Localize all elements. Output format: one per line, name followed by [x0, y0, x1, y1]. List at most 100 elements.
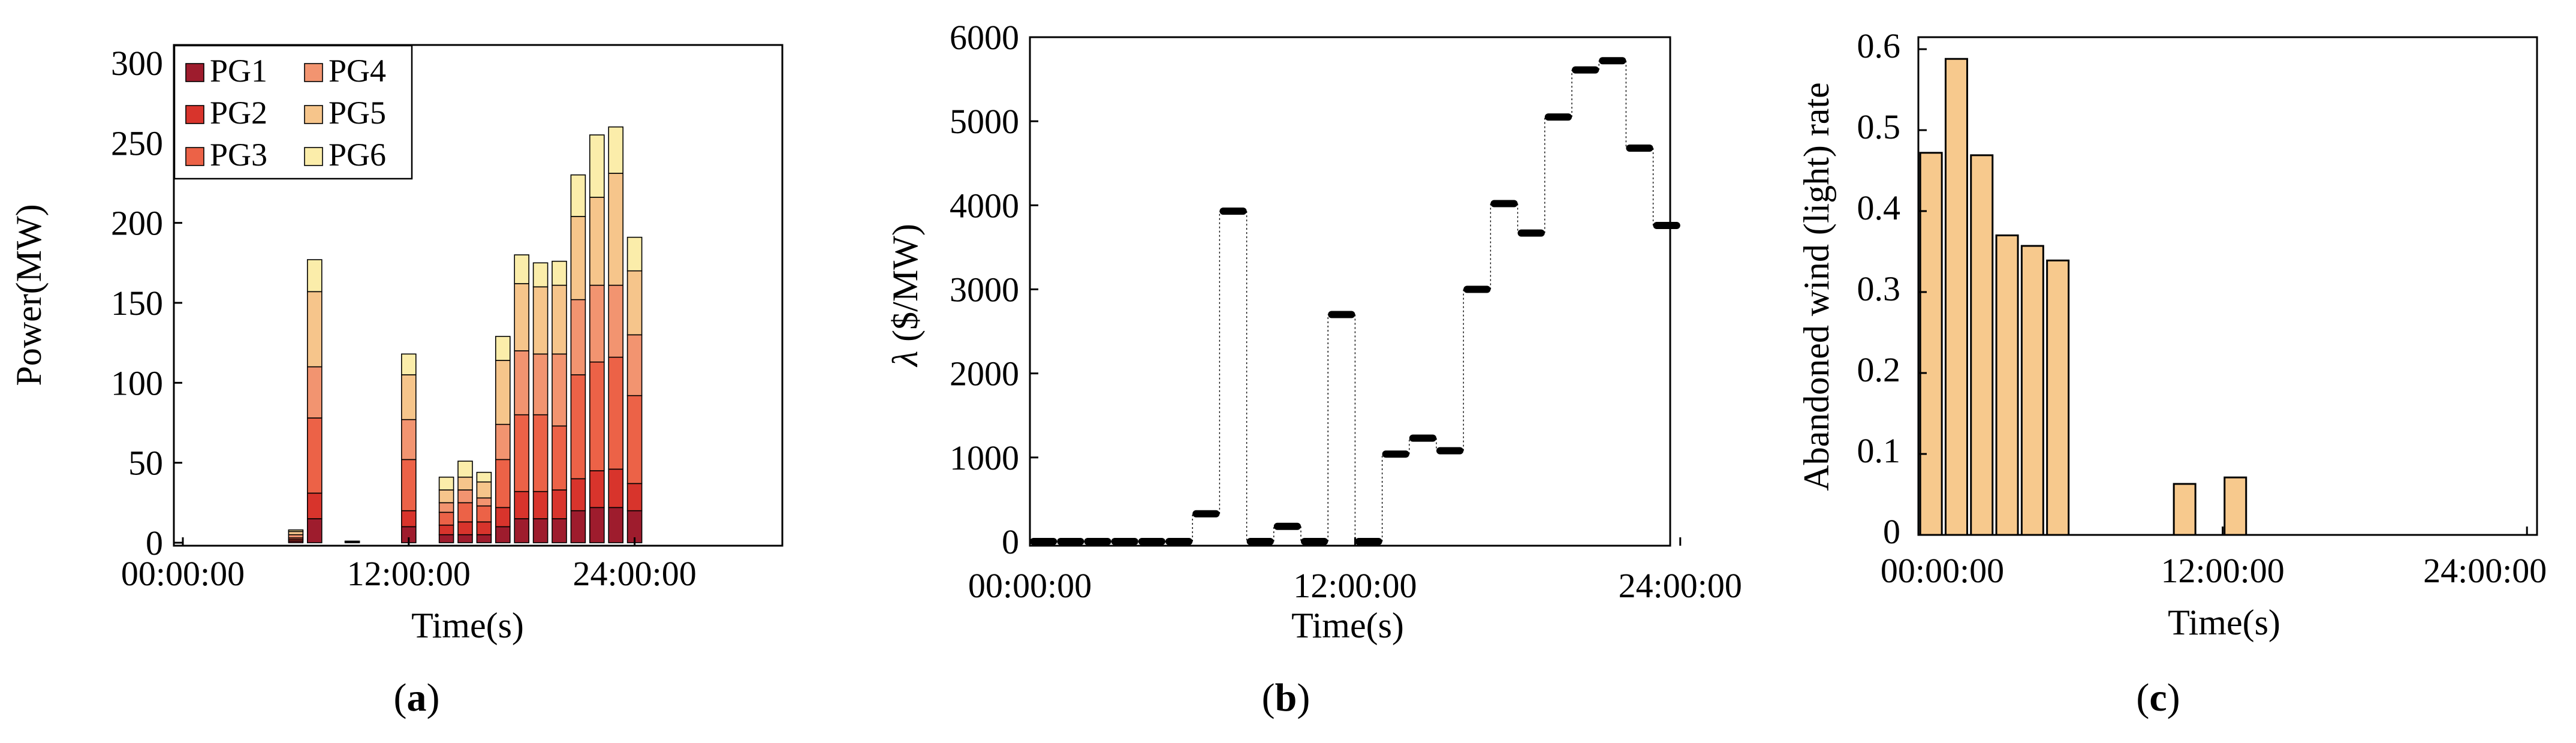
- bar-segment-pg6-hour-7: [306, 259, 323, 293]
- bar-segment-pg1-hour-15: [457, 534, 473, 543]
- bar-segment-pg2-hour-21: [570, 478, 586, 512]
- bar-segment-pg2-hour-20: [552, 489, 567, 519]
- bar-segment-pg5-hour-22: [589, 197, 605, 286]
- bar-segment-pg1-hour-20: [552, 518, 567, 543]
- bar-segment-pg3-hour-23: [608, 356, 624, 470]
- bar-segment-pg4-hour-6: [288, 534, 304, 539]
- legend-label-pg5: PG5: [329, 95, 386, 131]
- bar-segment-pg6-hour-20: [552, 260, 567, 286]
- bar-segment-pg3-hour-17: [495, 459, 511, 509]
- bar-segment-pg4-hour-16: [476, 497, 492, 507]
- panel-b-plot-frame: [1029, 36, 1671, 547]
- bar-segment-pg5-hour-12: [400, 374, 417, 420]
- bar-segment-pg1-hour-23: [608, 507, 624, 543]
- bar-segment-pg4-hour-18: [514, 350, 530, 416]
- panel-b-label: (b): [1262, 676, 1310, 720]
- panel-a-y-tick-label: 100: [111, 363, 163, 402]
- bar-segment-pg5-hour-17: [495, 360, 511, 425]
- bar-segment-pg1-hour-16: [476, 534, 492, 543]
- legend-label-pg6: PG6: [329, 137, 386, 173]
- panel-c-x-tick-label: 24:00:00: [2423, 551, 2547, 590]
- panel-a-axes: 0 50 100 150 200 250 300 00:00:00 12:00:00 24:00:…: [111, 44, 697, 593]
- bar-segment-pg5-hour-19: [532, 286, 549, 355]
- bar-segment-pg6-hour-18: [514, 254, 530, 284]
- bar-segment-pg3-hour-15: [457, 502, 473, 523]
- bar-segment-pg3-hour-20: [552, 425, 567, 491]
- bar-segment-pg2-hour-14: [438, 524, 454, 536]
- panel-c-plot-frame: [1917, 36, 2538, 536]
- bar-segment-pg3-hour-12: [400, 459, 417, 512]
- abandoned-rate-bar-hour-5: [2020, 245, 2044, 536]
- panel-b-lines: [1030, 57, 1680, 545]
- bar-segment-pg6-hour-17: [495, 336, 511, 361]
- panel-b-y-tick-label: 0: [1002, 522, 1019, 561]
- legend-label-pg4: PG4: [329, 53, 386, 89]
- abandoned-rate-bar-hour-3: [1970, 154, 1994, 536]
- bar-segment-pg5-hour-7: [306, 291, 323, 368]
- bar-segment-pg3-hour-18: [514, 414, 530, 492]
- panel-b-x-tick-label: 24:00:00: [1619, 566, 1742, 605]
- bar-segment-pg2-hour-16: [476, 521, 492, 536]
- bar-segment-pg3-hour-24: [626, 395, 643, 485]
- bar-segment-pg3-hour-9: [344, 540, 360, 543]
- bar-segment-pg5-hour-16: [476, 481, 492, 499]
- bar-segment-pg1-hour-17: [495, 526, 511, 543]
- panel-b-x-tick-label: 00:00:00: [968, 566, 1092, 605]
- bar-segment-pg6-hour-21: [570, 174, 586, 217]
- panel-a-legend-box: [173, 44, 413, 180]
- panel-c-y-tick-label: 0.3: [1857, 269, 1901, 308]
- bar-segment-pg3-hour-22: [589, 361, 605, 471]
- panel-a-x-axis-title: Time(s): [411, 606, 524, 645]
- panel-b-y-tick-label: 3000: [950, 270, 1019, 309]
- bar-segment-pg4-hour-23: [608, 284, 624, 358]
- panel-b-axes: 0 1000 2000 3000 4000 5000 6000 00:00:00 12:00:0…: [950, 18, 1742, 605]
- panel-c-y-tick-label: 0.1: [1857, 431, 1901, 470]
- panel-c-axes: 0 0.1 0.2 0.3 0.4 0.5 0.6 00:00:00 12:00:00 24:00…: [1857, 26, 2547, 590]
- bar-segment-pg6-hour-23: [608, 126, 624, 174]
- bar-segment-pg1-hour-7: [306, 518, 323, 543]
- panel-b-y-tick-label: 5000: [950, 102, 1019, 141]
- abandoned-rate-bar-hour-6: [2046, 259, 2070, 536]
- bar-segment-pg2-hour-24: [626, 483, 643, 512]
- legend-swatch-pg3: [185, 147, 204, 166]
- bar-segment-pg1-hour-22: [589, 507, 605, 543]
- legend-swatch-pg4: [304, 63, 323, 82]
- bar-segment-pg6-hour-16: [476, 471, 492, 483]
- bar-segment-pg5-hour-23: [608, 173, 624, 286]
- legend-swatch-pg1: [185, 63, 204, 82]
- bar-segment-pg5-hour-20: [552, 284, 567, 355]
- bar-segment-pg6-hour-12: [400, 353, 417, 375]
- bar-segment-pg3-hour-19: [532, 414, 549, 492]
- panel-c-label: (c): [2136, 676, 2180, 720]
- bar-segment-pg1-hour-21: [570, 510, 586, 543]
- panel-c-x-axis-title: Time(s): [2168, 603, 2280, 642]
- bar-segment-pg4-hour-14: [438, 502, 454, 513]
- panel-a-stacked-power-chart: 0 50 100 150 200 250 300 00:00:00 12:00:00 24:00:…: [9, 44, 784, 720]
- bar-segment-pg6-hour-24: [626, 236, 643, 272]
- abandoned-rate-bar-hour-4: [1995, 234, 2019, 536]
- panel-a-y-tick-label: 300: [111, 44, 163, 83]
- panel-c-y-tick-label: 0.6: [1857, 26, 1901, 65]
- abandoned-rate-bar-hour-2: [1944, 58, 1968, 536]
- bar-segment-pg2-hour-7: [306, 492, 323, 519]
- bar-segment-pg4-hour-17: [495, 423, 511, 461]
- panel-a-y-tick-label: 250: [111, 124, 163, 163]
- bar-segment-pg6-hour-14: [438, 476, 454, 491]
- bar-segment-pg6-hour-22: [589, 134, 605, 198]
- panel-b-price-step-chart: 0 1000 2000 3000 4000 5000 6000 00:00:00 12:00:0…: [885, 18, 1742, 720]
- legend-swatch-pg5: [304, 105, 323, 124]
- bar-segment-pg2-hour-12: [400, 510, 417, 528]
- bar-segment-pg3-hour-14: [438, 512, 454, 526]
- bar-segment-pg4-hour-7: [306, 366, 323, 419]
- bar-segment-pg4-hour-19: [532, 353, 549, 416]
- panel-a-y-tick-label: 150: [111, 284, 163, 323]
- panel-c-y-axis-title: Abandoned wind (light) rate: [1797, 82, 1836, 491]
- panel-b-y-tick-label: 2000: [950, 354, 1019, 393]
- panel-a-x-tick-label: 00:00:00: [121, 554, 245, 593]
- bar-segment-pg4-hour-24: [626, 334, 643, 396]
- panel-b-y-tick-label: 6000: [950, 18, 1019, 57]
- bar-segment-pg2-hour-23: [608, 468, 624, 509]
- bar-segment-pg4-hour-12: [400, 419, 417, 461]
- legend-label-pg1: PG1: [210, 53, 267, 89]
